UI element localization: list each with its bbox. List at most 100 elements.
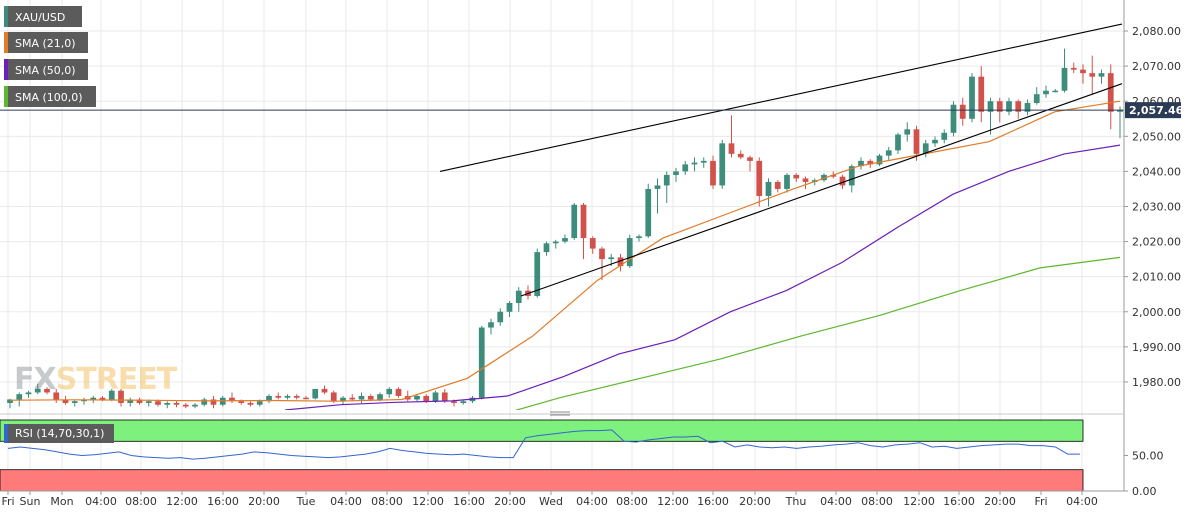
candle-bullish xyxy=(663,171,670,203)
candle-body xyxy=(904,129,911,135)
legend-badge[interactable] xyxy=(4,32,88,53)
candle-body xyxy=(515,290,522,303)
candle-body xyxy=(534,252,541,296)
legend-badge[interactable] xyxy=(4,59,88,80)
candle-bullish xyxy=(108,388,115,402)
candle-body xyxy=(802,178,809,182)
candle-bearish xyxy=(756,157,763,207)
rsi-oversold-zone xyxy=(0,469,1084,492)
candle-body xyxy=(386,388,393,395)
time-tick-label: 04:00 xyxy=(330,495,362,508)
candle-body xyxy=(377,394,383,400)
candle-body xyxy=(451,401,457,403)
candle-body xyxy=(978,76,985,112)
candle-body xyxy=(673,171,679,175)
legend-item-sma-21[interactable]: SMA (21,0) xyxy=(4,32,88,53)
candle-bearish xyxy=(136,397,143,405)
price-tick-label: 2,080.00 xyxy=(1132,25,1181,38)
candle-bearish xyxy=(802,176,809,189)
candle-body xyxy=(626,238,633,267)
candle-body xyxy=(155,401,161,405)
candle-bearish xyxy=(349,394,356,402)
time-tick-label: 16:00 xyxy=(943,495,975,508)
candle-bullish xyxy=(34,383,41,395)
rsi-legend-badge[interactable] xyxy=(4,424,114,443)
candle-body xyxy=(441,392,448,402)
candle-bullish xyxy=(765,178,772,207)
legend-color-swatch xyxy=(4,32,8,53)
candle-bearish xyxy=(1089,55,1096,95)
trendline-upper[interactable] xyxy=(439,23,1123,172)
legend-badge[interactable] xyxy=(4,86,96,107)
candle-bullish xyxy=(562,234,568,244)
candle-body xyxy=(192,404,198,407)
legend-item-sma-100[interactable]: SMA (100,0) xyxy=(4,86,96,107)
candle-body xyxy=(765,181,772,196)
candle-bearish xyxy=(728,115,735,158)
time-tick-label: Thu xyxy=(785,495,807,508)
candle-bullish xyxy=(1033,87,1040,105)
price-tick-label: 2,070.00 xyxy=(1132,60,1181,73)
legend-item-xauusd[interactable]: XAU/USD xyxy=(4,6,82,27)
candle-body xyxy=(414,395,420,400)
candle-bullish xyxy=(941,129,948,144)
candle-bullish xyxy=(987,97,994,135)
rsi-line xyxy=(7,429,1080,460)
candle-bullish xyxy=(552,239,559,249)
trendline-lower[interactable] xyxy=(520,83,1123,297)
current-price-label: 2,057.46 xyxy=(1129,104,1184,117)
candle-bullish xyxy=(1117,106,1123,139)
candle-body xyxy=(1070,67,1077,70)
candle-body xyxy=(580,204,587,239)
candle-body xyxy=(312,388,319,399)
moving-averages xyxy=(9,100,1121,410)
candle-bearish xyxy=(173,401,180,408)
candle-body xyxy=(293,395,300,398)
candle-bullish xyxy=(1006,97,1012,116)
candle-body xyxy=(62,399,69,403)
legend-item-sma-50[interactable]: SMA (50,0) xyxy=(4,59,88,80)
candle-bullish xyxy=(1061,48,1068,93)
candle-bearish xyxy=(710,155,716,189)
candle-body xyxy=(691,162,698,165)
time-tick-label: 04:00 xyxy=(820,495,852,508)
candle-body xyxy=(756,160,763,196)
candle-bearish xyxy=(44,387,50,395)
candle-body xyxy=(201,399,208,405)
candle-bullish xyxy=(682,160,689,175)
candle-body xyxy=(793,174,800,179)
candle-body xyxy=(552,241,559,244)
candle-body xyxy=(941,132,948,140)
candle-bullish xyxy=(284,394,291,400)
time-tick-label: 16:00 xyxy=(453,495,485,508)
candle-body xyxy=(284,395,291,398)
candle-bullish xyxy=(645,183,652,239)
legend-color-swatch xyxy=(4,59,8,80)
candle-bearish xyxy=(293,394,300,400)
price-tick-label: 2,050.00 xyxy=(1132,130,1181,143)
time-tick-label: 20:00 xyxy=(739,495,771,508)
candle-body xyxy=(839,176,846,186)
candle-body xyxy=(127,399,134,403)
candle-bearish xyxy=(118,388,124,407)
candle-body xyxy=(247,402,254,405)
legend-color-swatch xyxy=(4,6,8,27)
candle-bullish xyxy=(192,402,198,409)
candle-body xyxy=(423,395,430,402)
grid xyxy=(0,0,1124,491)
candle-body xyxy=(682,164,689,172)
candle-bullish xyxy=(932,136,938,147)
candle-body xyxy=(34,388,41,393)
candle-bullish xyxy=(950,101,957,137)
candle-body xyxy=(71,401,78,403)
candle-body xyxy=(164,402,171,405)
candle-body xyxy=(118,390,124,403)
legend-badge[interactable] xyxy=(4,6,82,27)
candle-body xyxy=(432,392,439,402)
candle-body xyxy=(728,143,735,154)
time-tick-label: 20:00 xyxy=(984,495,1016,508)
time-tick-label: Fri xyxy=(1,495,14,508)
candle-body xyxy=(358,395,365,400)
time-tick-label: 08:00 xyxy=(371,495,403,508)
candle-body xyxy=(1080,69,1086,74)
